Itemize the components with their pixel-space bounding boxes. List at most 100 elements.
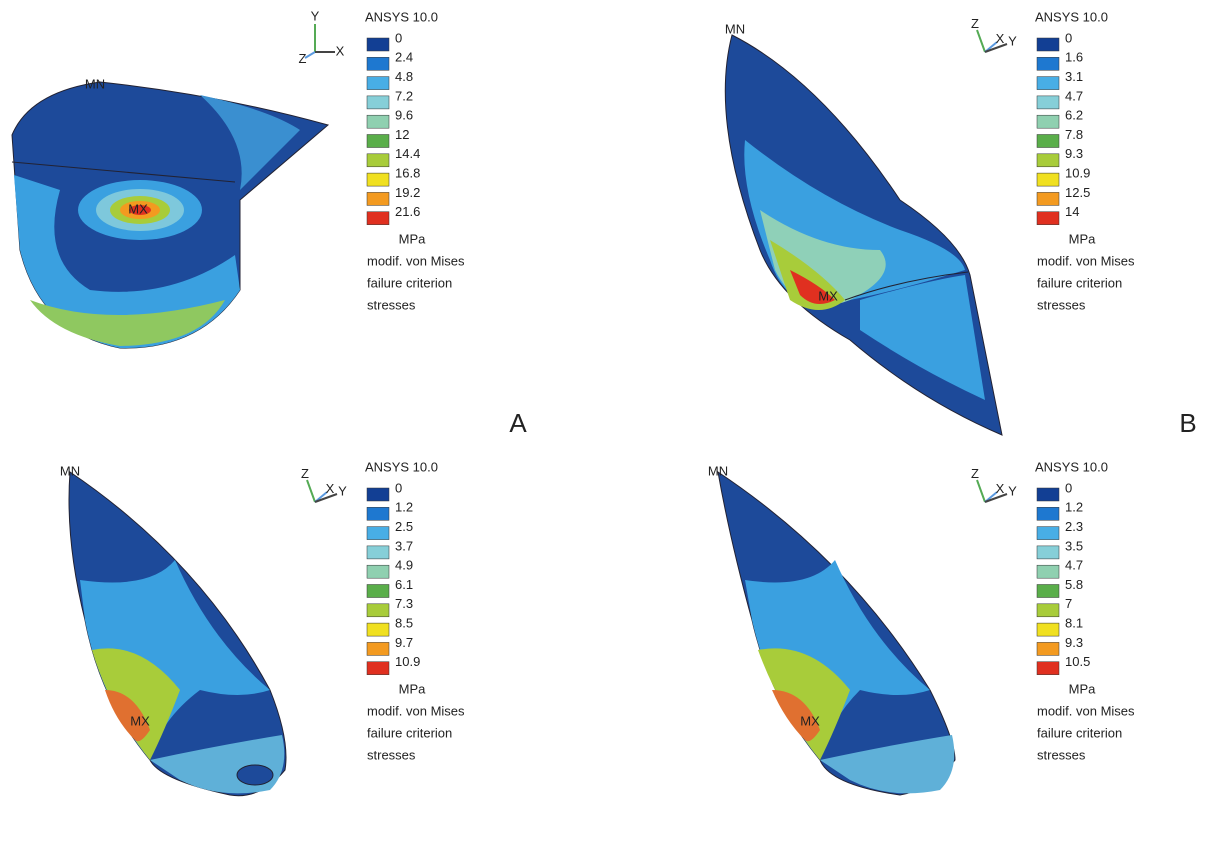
min-label: MN xyxy=(60,463,80,478)
legend-value: 9.3 xyxy=(1065,146,1083,161)
legend-value: 3.5 xyxy=(1065,538,1083,553)
legend-value: 21.6 xyxy=(395,204,420,219)
description-line: failure criterion xyxy=(1037,275,1122,290)
legend-value: 4.9 xyxy=(395,558,413,573)
legend-value: 16.8 xyxy=(395,166,420,181)
description-line: failure criterion xyxy=(1037,725,1122,740)
panel-letter: D xyxy=(1179,858,1198,863)
axis-arrow xyxy=(307,480,315,502)
legend-swatch xyxy=(1037,565,1059,578)
legend-swatch xyxy=(1037,212,1059,225)
legend-value: 3.7 xyxy=(395,538,413,553)
axis-label: Y xyxy=(1008,483,1017,498)
description-line: stresses xyxy=(1037,297,1086,312)
legend-swatch xyxy=(1037,546,1059,559)
legend-value: 12.5 xyxy=(1065,185,1090,200)
legend-value: 3.1 xyxy=(1065,69,1083,84)
description-line: stresses xyxy=(1037,747,1086,762)
legend-value: 4.7 xyxy=(1065,88,1083,103)
legend-value: 7.2 xyxy=(395,88,413,103)
axis-arrow xyxy=(977,480,985,502)
legend-swatch xyxy=(367,38,389,51)
legend-swatch xyxy=(367,57,389,70)
legend-swatch xyxy=(1037,623,1059,636)
legend-value: 7.3 xyxy=(395,596,413,611)
max-label: MX xyxy=(800,713,820,728)
software-label: ANSYS 10.0 xyxy=(1035,9,1108,24)
legend-swatch xyxy=(367,604,389,617)
legend-value: 10.5 xyxy=(1065,654,1090,669)
unit-label: MPa xyxy=(399,681,427,696)
legend-swatch xyxy=(1037,662,1059,675)
software-label: ANSYS 10.0 xyxy=(365,9,438,24)
legend-value: 8.1 xyxy=(1065,616,1083,631)
axis-label: Y xyxy=(338,483,347,498)
legend-swatch xyxy=(367,527,389,540)
figure: ANSYS 10.002.44.87.29.61214.416.819.221.… xyxy=(0,0,1215,863)
axis-label: Z xyxy=(971,16,979,31)
legend-swatch xyxy=(367,662,389,675)
max-label: MX xyxy=(818,288,838,303)
legend-value: 12 xyxy=(395,127,409,142)
legend-swatch xyxy=(1037,38,1059,51)
model-c xyxy=(69,472,286,796)
legend-swatch xyxy=(367,546,389,559)
axis-label: Z xyxy=(299,51,307,66)
unit-label: MPa xyxy=(1069,231,1097,246)
max-label: MX xyxy=(128,201,148,216)
legend-value: 4.8 xyxy=(395,69,413,84)
legend-swatch xyxy=(367,154,389,167)
legend-value: 19.2 xyxy=(395,185,420,200)
legend-swatch xyxy=(367,585,389,598)
legend-swatch xyxy=(367,173,389,186)
legend-swatch xyxy=(367,642,389,655)
description-line: failure criterion xyxy=(367,275,452,290)
legend-value: 0 xyxy=(1065,30,1072,45)
legend-value: 9.7 xyxy=(395,635,413,650)
description-line: modif. von Mises xyxy=(1037,253,1135,268)
legend-swatch xyxy=(367,135,389,148)
unit-label: MPa xyxy=(399,231,427,246)
description-line: stresses xyxy=(367,297,416,312)
legend-swatch xyxy=(1037,135,1059,148)
legend-value: 10.9 xyxy=(1065,166,1090,181)
legend-value: 7.8 xyxy=(1065,127,1083,142)
legend-value: 8.5 xyxy=(395,616,413,631)
legend-swatch xyxy=(367,623,389,636)
axis-label: X xyxy=(336,43,345,58)
axis-label: Z xyxy=(971,466,979,481)
legend-swatch xyxy=(367,77,389,90)
legend-swatch xyxy=(367,212,389,225)
legend-swatch xyxy=(367,507,389,520)
legend-value: 10.9 xyxy=(395,654,420,669)
legend-value: 7 xyxy=(1065,596,1072,611)
panel-letter: B xyxy=(1179,408,1196,438)
legend-value: 14.4 xyxy=(395,146,420,161)
legend-swatch xyxy=(1037,507,1059,520)
legend-value: 14 xyxy=(1065,204,1079,219)
legend-value: 0 xyxy=(1065,480,1072,495)
legend-value: 5.8 xyxy=(1065,577,1083,592)
legend-swatch xyxy=(1037,642,1059,655)
legend-swatch xyxy=(1037,192,1059,205)
description-line: failure criterion xyxy=(367,725,452,740)
legend-value: 0 xyxy=(395,30,402,45)
legend-swatch xyxy=(367,115,389,128)
model-a xyxy=(12,82,328,348)
min-label: MN xyxy=(85,76,105,91)
axis-arrow xyxy=(977,30,985,52)
legend-swatch xyxy=(1037,115,1059,128)
legend-value: 1.6 xyxy=(1065,50,1083,65)
legend-swatch xyxy=(1037,488,1059,501)
legend-value: 2.3 xyxy=(1065,519,1083,534)
model-d xyxy=(718,472,955,795)
legend-swatch xyxy=(1037,77,1059,90)
max-label: MX xyxy=(130,713,150,728)
legend-value: 4.7 xyxy=(1065,558,1083,573)
legend-swatch xyxy=(1037,154,1059,167)
legend-swatch xyxy=(367,192,389,205)
axis-label: X xyxy=(326,481,335,496)
legend-value: 1.2 xyxy=(1065,500,1083,515)
panel-letter: C xyxy=(509,858,528,863)
axis-label: X xyxy=(996,481,1005,496)
